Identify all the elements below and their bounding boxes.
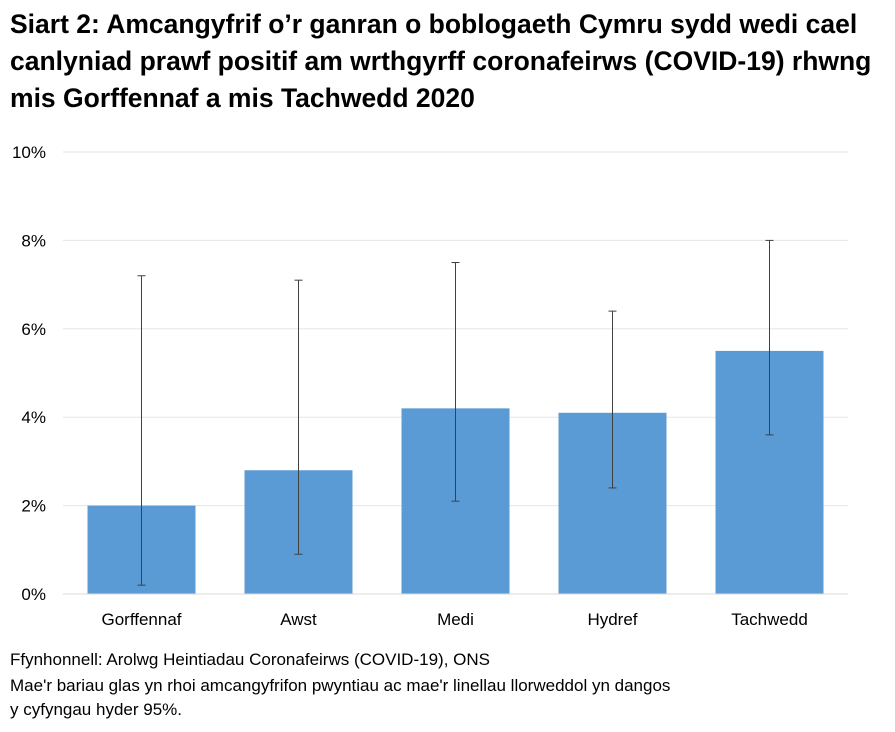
y-tick-label: 10% <box>12 143 46 162</box>
y-tick-label: 8% <box>21 231 46 250</box>
x-tick-label: Awst <box>280 610 317 629</box>
x-tick-label: Gorffennaf <box>101 610 181 629</box>
bar-chart: 0% 2% 4% 6% 8% 10% Gorffennaf Awst Medi Hydref Tac… <box>12 143 848 629</box>
footnote-line-1: Mae'r bariau glas yn rhoi amcangyfrifon … <box>10 676 671 695</box>
x-tick-label: Hydref <box>587 610 637 629</box>
y-tick-label: 0% <box>21 585 46 604</box>
footnote-line-2: y cyfyngau hyder 95%. <box>10 700 182 719</box>
x-tick-label: Medi <box>437 610 474 629</box>
x-tick-label: Tachwedd <box>731 610 808 629</box>
y-tick-label: 2% <box>21 497 46 516</box>
source-note: Ffynhonnell: Arolwg Heintiadau Coronafei… <box>10 650 490 669</box>
y-tick-label: 6% <box>21 320 46 339</box>
y-tick-label: 4% <box>21 408 46 427</box>
chart-title: Siart 2: Amcangyfrif o’r ganran o boblog… <box>10 9 872 113</box>
